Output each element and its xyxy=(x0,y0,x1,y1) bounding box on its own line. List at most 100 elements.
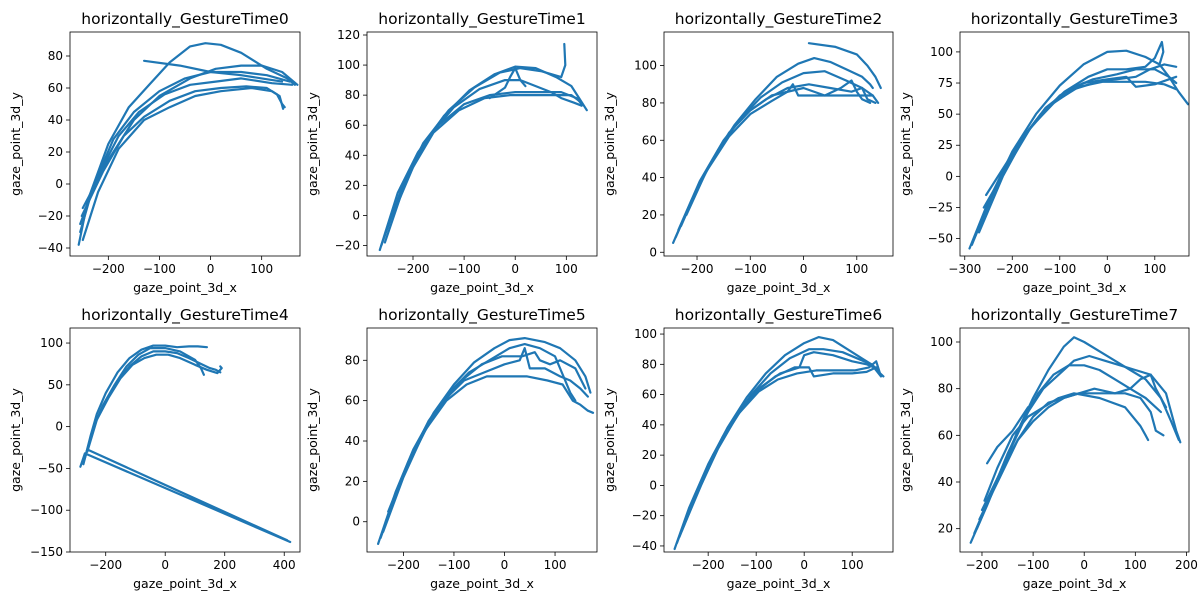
y-tick-label: 0 xyxy=(649,478,657,492)
series-line-4 xyxy=(79,448,292,544)
x-tick-label: −100 xyxy=(143,262,176,276)
series-line-5 xyxy=(488,67,527,100)
series-group xyxy=(673,336,885,551)
subplot-7: −200 −100 0 100 200 20 40 60 80 100 horizontally_G… xyxy=(898,306,1198,591)
y-axis-label: gaze_point_3d_y xyxy=(305,92,320,196)
subplot-title: horizontally_GestureTime4 xyxy=(81,306,288,325)
y-tick-label: 100 xyxy=(634,327,657,341)
subplot-title: horizontally_GestureTime0 xyxy=(81,10,288,29)
series-line-1 xyxy=(970,40,1165,246)
y-tick-label: 20 xyxy=(345,178,360,192)
y-tick-label: 40 xyxy=(48,113,63,127)
y-tick-label: −50 xyxy=(38,461,63,475)
series-line-0 xyxy=(82,344,208,466)
series-line-5 xyxy=(143,59,284,83)
subplot-title: horizontally_GestureTime3 xyxy=(971,10,1178,29)
series-group xyxy=(968,40,1189,250)
series-line-1 xyxy=(79,70,291,234)
y-tick-label: 80 xyxy=(345,353,360,367)
series-line-5 xyxy=(985,75,1178,197)
y-tick-label: 50 xyxy=(938,107,953,121)
y-axis-label: gaze_point_3d_y xyxy=(305,388,320,492)
x-axis-label: gaze_point_3d_x xyxy=(133,280,237,295)
series-line-4 xyxy=(679,83,874,228)
series-line-2 xyxy=(79,77,294,226)
x-tick-label: −200 xyxy=(996,262,1029,276)
y-tick-label: −20 xyxy=(632,509,657,523)
x-tick-label: −100 xyxy=(740,558,773,572)
subplot-0: −200 −100 0 100−40−20020406080horizontally_… xyxy=(8,10,301,295)
series-line-5 xyxy=(983,392,1150,502)
series-line-3 xyxy=(677,83,877,231)
axes-frame xyxy=(69,327,301,553)
y-tick-label: 100 xyxy=(40,336,63,350)
x-tick-label: −200 xyxy=(681,262,714,276)
series-line-4 xyxy=(81,86,285,242)
x-tick-label: 100 xyxy=(1124,558,1147,572)
y-tick-label: 80 xyxy=(345,88,360,102)
y-tick-label: 60 xyxy=(345,394,360,408)
x-tick-label: 200 xyxy=(213,558,236,572)
subplot-title: horizontally_GestureTime5 xyxy=(378,306,585,325)
y-axis-label: gaze_point_3d_y xyxy=(602,388,617,492)
y-axis-label: gaze_point_3d_y xyxy=(602,92,617,196)
series-line-0 xyxy=(77,42,296,246)
y-tick-label: 60 xyxy=(345,118,360,132)
series-line-2 xyxy=(973,68,1178,240)
y-tick-label: 20 xyxy=(345,474,360,488)
series-group xyxy=(672,42,882,244)
x-tick-label: −200 xyxy=(387,558,420,572)
axes-frame xyxy=(663,31,894,257)
y-tick-label: −20 xyxy=(38,209,63,223)
x-tick-label: 0 xyxy=(511,262,519,276)
x-axis-label: gaze_point_3d_x xyxy=(727,280,831,295)
y-tick-label: 25 xyxy=(938,138,953,152)
y-tick-label: −50 xyxy=(928,232,953,246)
y-axis-label: gaze_point_3d_y xyxy=(8,92,23,196)
series-line-2 xyxy=(678,366,878,538)
x-tick-label: −100 xyxy=(448,262,481,276)
x-axis-label: gaze_point_3d_x xyxy=(727,576,831,591)
y-tick-label: −40 xyxy=(632,539,657,553)
y-tick-label: 80 xyxy=(48,49,63,63)
y-tick-label: 20 xyxy=(642,448,657,462)
series-line-1 xyxy=(379,351,587,539)
series-line-1 xyxy=(675,348,880,544)
series-group xyxy=(377,337,595,545)
y-tick-label: 0 xyxy=(55,177,63,191)
x-axis-label: gaze_point_3d_x xyxy=(1023,280,1127,295)
y-tick-label: 60 xyxy=(642,388,657,402)
y-tick-label: −20 xyxy=(335,238,360,252)
y-tick-label: 60 xyxy=(642,133,657,147)
y-tick-label: −40 xyxy=(38,241,63,255)
series-line-6 xyxy=(986,406,1030,465)
y-tick-label: 20 xyxy=(642,208,657,222)
x-tick-label: 0 xyxy=(207,262,215,276)
x-axis-label: gaze_point_3d_x xyxy=(430,280,534,295)
y-tick-label: −100 xyxy=(30,503,63,517)
x-tick-label: 100 xyxy=(841,558,864,572)
y-tick-label: 0 xyxy=(55,420,63,434)
axes-frame xyxy=(366,327,598,553)
subplot-title: horizontally_GestureTime6 xyxy=(675,306,882,325)
y-tick-label: 40 xyxy=(642,418,657,432)
series-group xyxy=(378,42,588,252)
x-tick-label: −100 xyxy=(1017,558,1050,572)
series-group xyxy=(77,42,299,246)
x-tick-label: −100 xyxy=(437,558,470,572)
x-axis-label: gaze_point_3d_x xyxy=(133,576,237,591)
series-line-0 xyxy=(377,337,592,545)
y-tick-label: 60 xyxy=(938,428,953,442)
y-axis-label: gaze_point_3d_y xyxy=(8,388,23,492)
series-line-1 xyxy=(807,42,882,90)
series-group xyxy=(79,344,292,544)
series-line-4 xyxy=(399,91,583,190)
x-tick-label: 100 xyxy=(250,262,273,276)
x-tick-label: 100 xyxy=(555,262,578,276)
x-tick-label: 100 xyxy=(544,558,567,572)
x-tick-label: −100 xyxy=(734,262,767,276)
series-line-4 xyxy=(982,80,1178,209)
y-tick-label: 0 xyxy=(649,245,657,259)
series-line-4 xyxy=(387,343,577,513)
